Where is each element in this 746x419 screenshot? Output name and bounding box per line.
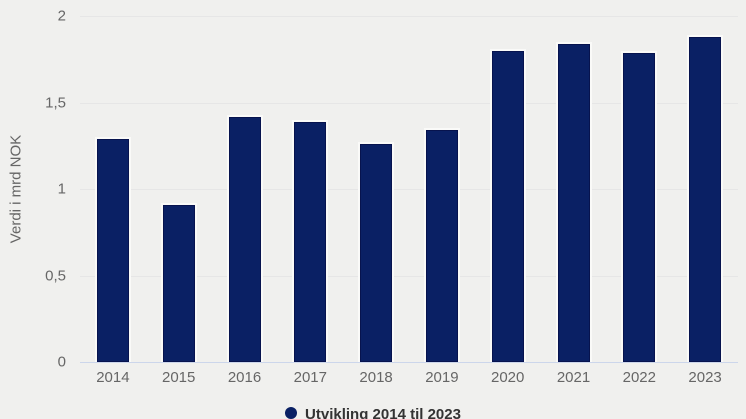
gridline-y-2 xyxy=(80,16,738,17)
x-axis-line xyxy=(80,362,738,363)
bar-2014 xyxy=(94,137,131,362)
gridline-y-1,5 xyxy=(80,102,738,104)
x-axis-tick-label: 2016 xyxy=(227,369,262,386)
y-axis-tick-label: 0,5 xyxy=(45,267,66,284)
gridline-y-1 xyxy=(80,189,738,190)
gridline-y-0,5 xyxy=(80,275,738,277)
legend-marker-icon xyxy=(285,407,298,419)
bar-2019 xyxy=(423,128,460,362)
x-axis-tick-label: 2014 xyxy=(96,369,130,386)
y-axis-tick-label: 2 xyxy=(57,7,66,25)
y-axis-tick-label: 0 xyxy=(57,353,66,371)
x-axis-tick-label: 2018 xyxy=(359,369,393,386)
legend-item[interactable]: Utvikling 2014 til 2023 xyxy=(0,407,746,419)
x-axis-tick-label: 2023 xyxy=(688,369,722,386)
bar-2023 xyxy=(687,35,724,362)
x-axis-tick-label: 2021 xyxy=(556,369,591,386)
x-axis-tick-label: 2019 xyxy=(425,369,459,386)
x-axis-tick-label: 2017 xyxy=(293,369,327,386)
bar-2018 xyxy=(358,142,395,362)
x-axis-tick-label: 2022 xyxy=(622,369,656,386)
x-axis-tick-label: 2015 xyxy=(162,369,196,386)
bar-2015 xyxy=(160,202,197,362)
bar-2022 xyxy=(621,50,658,362)
legend-label: Utvikling 2014 til 2023 xyxy=(305,406,461,419)
bar-2016 xyxy=(226,114,263,362)
bar-2021 xyxy=(555,41,592,362)
y-axis-tick-label: 1 xyxy=(57,180,66,198)
x-axis-tick-label: 2020 xyxy=(491,369,525,386)
bar-2017 xyxy=(292,119,329,362)
y-axis-tick-label: 1,5 xyxy=(45,94,66,111)
bar-2020 xyxy=(489,48,526,362)
